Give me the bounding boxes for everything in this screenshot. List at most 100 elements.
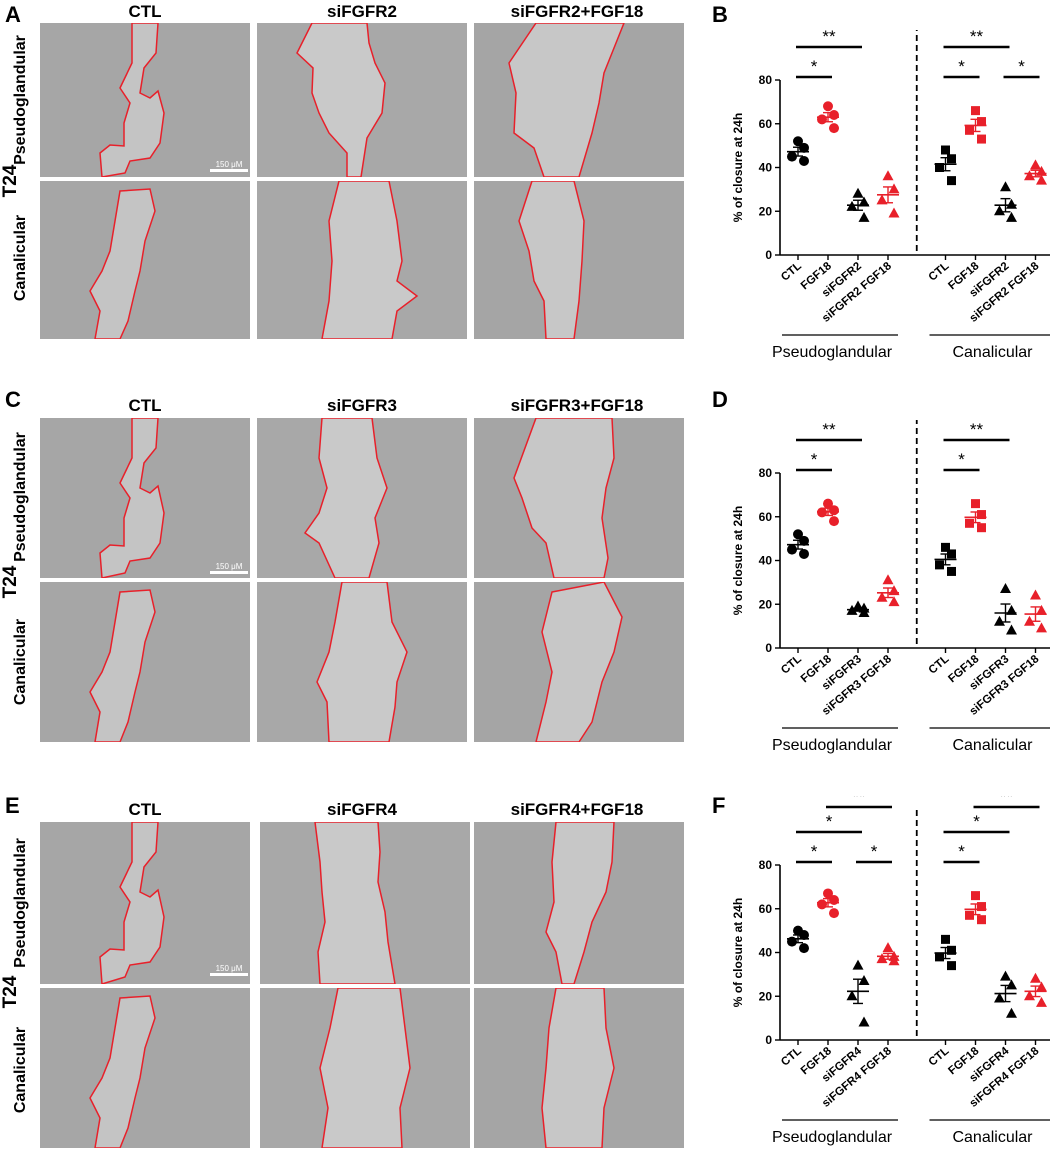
micrograph — [40, 582, 250, 742]
x-tick-label: CTL — [927, 653, 952, 677]
scale-bar-label: 150 μM — [215, 964, 243, 973]
data-point — [787, 544, 797, 555]
data-point — [888, 207, 900, 218]
significance-label: ** — [822, 30, 836, 46]
row-label-pseudoglandular: Pseudoglandular — [12, 838, 29, 968]
data-point — [965, 518, 974, 528]
y-axis-label: % of closure at 24h — [731, 113, 745, 222]
data-point — [965, 910, 974, 920]
data-point — [1024, 990, 1035, 1001]
data-point — [876, 953, 888, 964]
data-point — [799, 943, 809, 954]
micrograph — [257, 582, 467, 742]
significance-label: ** — [822, 420, 836, 439]
micrograph — [474, 988, 684, 1148]
data-point — [935, 163, 944, 172]
data-point — [1036, 981, 1047, 992]
column-title: siFGFR3 — [327, 396, 397, 415]
scale-bar: 150 μM — [210, 160, 248, 172]
data-point — [882, 170, 894, 181]
data-point — [977, 510, 986, 520]
data-point — [947, 549, 956, 559]
data-point — [793, 136, 803, 147]
column-title: siFGFR2+FGF18 — [510, 2, 644, 21]
significance-label: * — [811, 842, 818, 861]
panel-label-d: D — [712, 387, 728, 412]
cell-line-label: T24 — [0, 565, 21, 599]
data-point — [888, 183, 900, 194]
micrograph — [40, 181, 250, 339]
y-tick-label: 80 — [759, 858, 773, 872]
data-point — [817, 899, 827, 910]
scale-bar-label: 150 μM — [215, 160, 243, 169]
data-point — [941, 934, 950, 944]
data-point — [876, 591, 888, 602]
panel-label-c: C — [5, 387, 21, 412]
column-title: siFGFR4+FGF18 — [510, 800, 644, 819]
x-tick-label: CTL — [927, 1045, 952, 1069]
data-point — [941, 542, 950, 552]
data-point — [858, 607, 870, 617]
data-point — [994, 205, 1005, 216]
y-tick-label: 20 — [759, 597, 773, 611]
data-point — [1030, 589, 1041, 600]
micrograph — [257, 418, 467, 578]
group-label: Canalicular — [952, 1129, 1033, 1146]
significance-label: ** — [970, 30, 984, 46]
significance-label: * — [958, 842, 965, 861]
data-point — [1006, 211, 1017, 222]
data-point — [829, 516, 839, 527]
significance-label: * — [1018, 57, 1025, 76]
data-point — [1030, 159, 1041, 170]
data-point — [1024, 615, 1035, 626]
y-tick-label: 60 — [759, 117, 773, 131]
data-point — [947, 176, 956, 186]
data-point — [888, 955, 900, 966]
micrograph — [260, 822, 470, 984]
y-tick-label: 60 — [759, 902, 773, 916]
data-point — [971, 891, 980, 901]
data-point — [971, 106, 980, 116]
data-point — [947, 945, 956, 955]
column-title: siFGFR3+FGF18 — [510, 396, 644, 415]
micrograph — [40, 418, 250, 578]
significance-label: * — [826, 812, 833, 831]
y-tick-label: 0 — [765, 641, 772, 655]
micrograph — [257, 23, 467, 177]
micrograph — [474, 822, 684, 984]
data-point — [977, 915, 986, 925]
micrograph — [40, 23, 250, 177]
y-axis-label: % of closure at 24h — [731, 506, 745, 615]
column-title: siFGFR2 — [327, 2, 397, 21]
data-point — [941, 145, 950, 155]
data-point — [971, 499, 980, 509]
significance-label: * — [958, 450, 965, 469]
data-point — [858, 196, 870, 207]
micrograph — [474, 181, 684, 339]
group-label: Pseudoglandular — [772, 344, 893, 361]
data-point — [829, 123, 839, 134]
data-point — [965, 125, 974, 135]
significance-label: * — [973, 812, 980, 831]
significance-label: ** — [970, 420, 984, 439]
micrograph — [260, 988, 470, 1148]
x-tick-label: CTL — [779, 1045, 804, 1069]
data-point — [817, 114, 827, 125]
column-title: CTL — [128, 396, 162, 415]
significance-label: * — [811, 450, 818, 469]
data-point — [994, 615, 1005, 626]
data-point — [947, 154, 956, 164]
data-point — [1006, 1007, 1017, 1018]
micrograph — [257, 181, 467, 339]
row-label-pseudoglandular: Pseudoglandular — [12, 35, 29, 165]
data-point — [1000, 181, 1011, 192]
data-point — [977, 523, 986, 533]
data-point — [858, 211, 870, 222]
data-point — [977, 117, 986, 127]
data-point — [935, 560, 944, 570]
micrograph — [40, 822, 250, 984]
y-tick-label: 40 — [759, 554, 773, 568]
significance-label: ** — [1000, 796, 1014, 806]
